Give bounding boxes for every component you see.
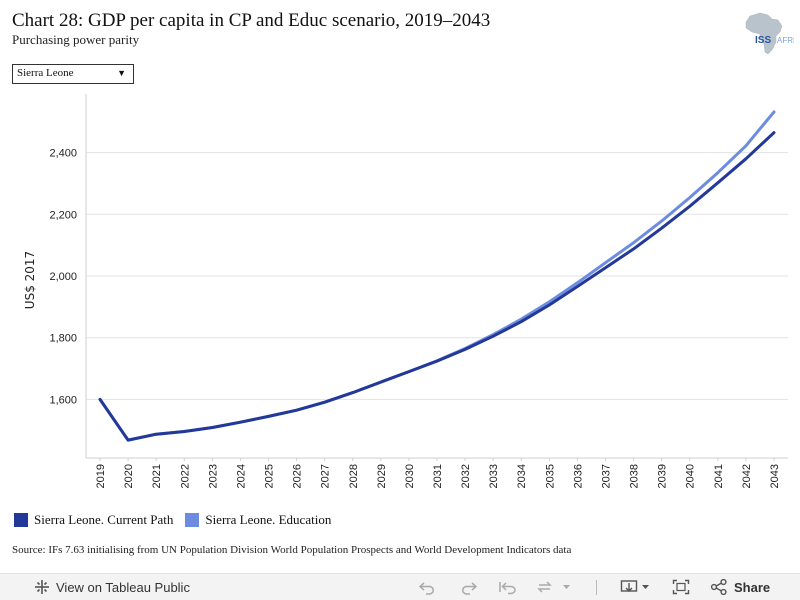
x-tick-label: 2027: [320, 464, 332, 488]
legend-label-education: Sierra Leone. Education: [205, 512, 332, 527]
x-tick-label: 2041: [713, 464, 725, 488]
x-tick-label: 2023: [207, 464, 219, 488]
country-dropdown[interactable]: Sierra Leone ▼: [12, 64, 134, 84]
source-note: Source: IFs 7.63 initialising from UN Po…: [12, 544, 572, 556]
logo-text: ISS: [755, 35, 771, 46]
x-tick-label: 2024: [235, 464, 247, 488]
x-tick-label: 2028: [348, 464, 360, 488]
chart-title: Chart 28: GDP per capita in CP and Educ …: [12, 10, 491, 31]
view-on-tableau-button[interactable]: View on Tableau Public: [34, 579, 190, 595]
x-tick-label: 2025: [264, 464, 276, 488]
y-tick-labels: 1,600 1,800 2,000 2,200 2,400: [49, 148, 77, 407]
fullscreen-icon: [672, 579, 690, 595]
revert-button[interactable]: [498, 579, 518, 595]
legend-swatch-education: [185, 513, 200, 527]
x-tick-label: 2026: [292, 464, 304, 488]
x-tick-label: 2031: [432, 464, 444, 488]
legend-label-current-path: Sierra Leone. Current Path: [34, 512, 174, 527]
download-button[interactable]: [620, 579, 652, 595]
x-tick-label: 2019: [95, 464, 107, 488]
y-tick-label: 1,600: [49, 394, 77, 406]
chart-subtitle: Purchasing power parity: [12, 32, 140, 47]
x-tick-label: 2038: [629, 464, 641, 488]
grid-lines: [86, 152, 788, 400]
series-lines: [98, 110, 776, 442]
download-icon: [620, 580, 649, 592]
y-tick-label: 1,800: [49, 333, 77, 345]
tableau-toolbar: View on Tableau Public: [0, 573, 800, 600]
legend-item-education[interactable]: Sierra Leone. Education: [185, 512, 331, 528]
x-tick-label: 2033: [488, 464, 500, 488]
africa-map-icon: [745, 12, 783, 55]
y-tick-label: 2,000: [49, 271, 77, 283]
series-line-current-path[interactable]: [98, 131, 776, 442]
y-axis-title: US$ 2017: [23, 251, 37, 309]
x-tick-labels: 2019 2020 2021 2022 2023 2024 2025 2026 2027 2028…: [95, 458, 781, 488]
x-tick-label: 2034: [516, 464, 528, 488]
fullscreen-button[interactable]: [672, 579, 690, 595]
chevron-down-icon: ▼: [117, 68, 126, 78]
x-tick-label: 2037: [600, 464, 612, 488]
logo-text-2: AFRICA: [777, 36, 794, 45]
x-tick-label: 2029: [376, 464, 388, 488]
share-icon: [710, 579, 727, 595]
y-tick-label: 2,200: [49, 209, 77, 221]
y-tick-label: 2,400: [49, 148, 77, 160]
x-tick-label: 2032: [460, 464, 472, 488]
x-tick-label: 2030: [404, 464, 416, 488]
toolbar-divider: [596, 580, 597, 595]
x-tick-label: 2036: [572, 464, 584, 488]
redo-button[interactable]: [458, 579, 478, 595]
x-tick-label: 2020: [123, 464, 135, 488]
x-tick-label: 2043: [769, 464, 781, 488]
share-label: Share: [734, 579, 771, 595]
undo-icon: [418, 582, 434, 595]
country-dropdown-value: Sierra Leone: [17, 67, 74, 79]
x-tick-label: 2042: [741, 464, 753, 488]
refresh-icon: [537, 581, 570, 593]
legend: Sierra Leone. Current Path Sierra Leone.…: [14, 512, 331, 528]
pause-updates-button[interactable]: [536, 579, 572, 595]
legend-item-current-path[interactable]: Sierra Leone. Current Path: [14, 512, 173, 528]
x-tick-label: 2039: [657, 464, 669, 488]
redo-icon: [462, 582, 478, 595]
x-tick-label: 2040: [685, 464, 697, 488]
x-tick-label: 2021: [151, 464, 163, 488]
undo-button[interactable]: [418, 579, 438, 595]
revert-icon: [499, 582, 516, 595]
view-on-tableau-label: View on Tableau Public: [56, 579, 190, 595]
iss-africa-logo: ISS AFRICA: [738, 10, 800, 56]
x-tick-label: 2022: [179, 464, 191, 488]
legend-swatch-current-path: [14, 513, 28, 527]
share-button[interactable]: Share: [710, 579, 770, 595]
x-tick-label: 2035: [544, 464, 556, 488]
tableau-logo-icon: [35, 580, 49, 594]
